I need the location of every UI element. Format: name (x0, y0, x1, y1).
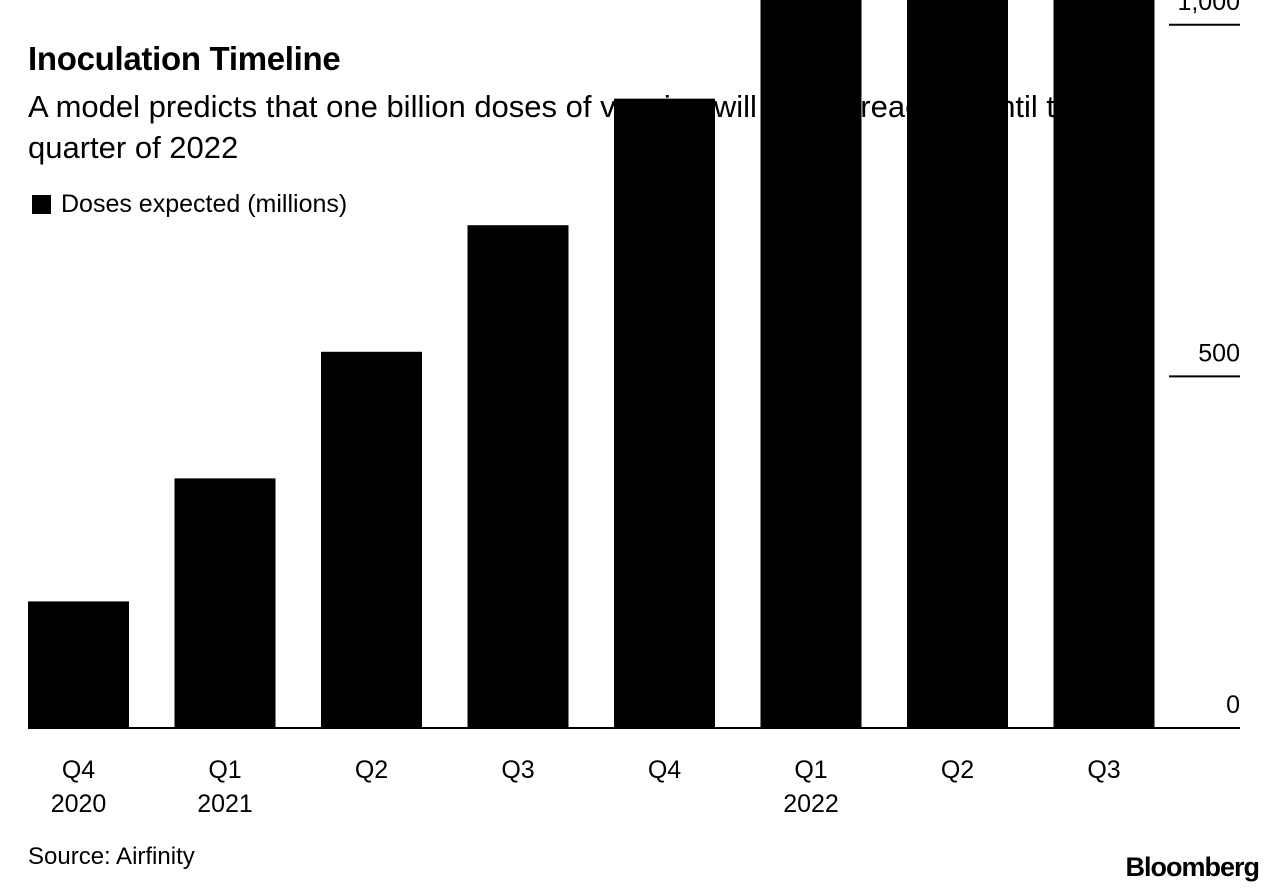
x-tick-label-quarter-6: Q1 (794, 756, 827, 784)
bar-8 (1053, 0, 1155, 728)
x-tick-label-quarter-4: Q3 (501, 756, 534, 784)
y-tick-label-500: 500 (1198, 339, 1240, 367)
x-tick-label-quarter-5: Q4 (648, 756, 681, 784)
x-tick-label-quarter-8: Q3 (1087, 756, 1120, 784)
x-tick-label-quarter-1: Q4 (62, 756, 95, 784)
bar-2 (174, 478, 276, 728)
bar-4 (467, 225, 569, 728)
x-tick-label-quarter-3: Q2 (355, 756, 388, 784)
chart-title: Inoculation Timeline (28, 40, 341, 77)
legend: Doses expected (millions) (32, 190, 347, 219)
x-tick-label-year-6: 2022 (783, 790, 839, 818)
source-note: Source: Airfinity (28, 843, 195, 870)
bar-7 (907, 0, 1008, 728)
y-tick-label-1000: 1,000 (1177, 0, 1240, 16)
x-tick-label-year-2: 2021 (197, 790, 253, 818)
y-tick-label-0: 0 (1226, 691, 1240, 719)
bar-5 (614, 98, 715, 729)
bar-6 (760, 0, 862, 729)
bar-3 (321, 351, 422, 728)
x-tick-label-quarter-2: Q1 (208, 756, 241, 784)
x-tick-label-quarter-7: Q2 (941, 756, 974, 784)
bloomberg-logo: Bloomberg (1125, 852, 1260, 882)
legend-swatch (32, 195, 51, 214)
x-tick-label-year-1: 2020 (51, 790, 107, 818)
bar-1 (28, 601, 129, 728)
legend-label: Doses expected (millions) (61, 190, 348, 218)
